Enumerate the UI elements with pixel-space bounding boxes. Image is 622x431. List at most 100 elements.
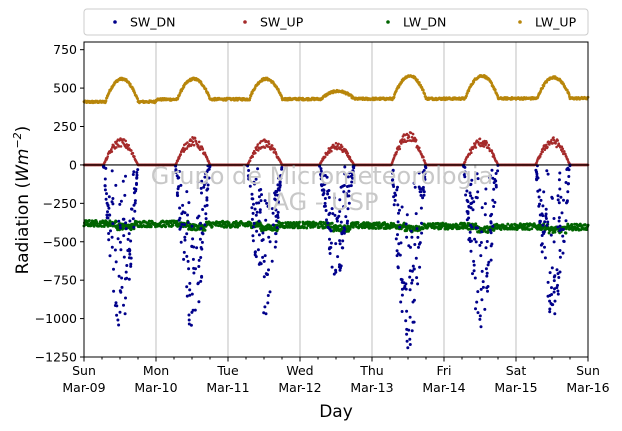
sw-dn-point <box>198 237 202 241</box>
sw-up-point <box>267 142 271 146</box>
sw-dn-point <box>197 265 201 268</box>
sw-dn-point <box>398 225 402 229</box>
x-axis-title: Day <box>319 402 353 422</box>
sw-dn-point <box>131 217 135 221</box>
sw-dn-point <box>483 202 487 206</box>
lw-dn-point <box>474 222 478 226</box>
sw-dn-point <box>489 258 493 262</box>
sw-dn-point <box>544 207 548 211</box>
sw-dn-point <box>261 231 265 235</box>
sw-up-point <box>110 150 114 153</box>
sw-dn-point <box>257 233 261 237</box>
sw-dn-point <box>396 220 400 224</box>
lw-up-point <box>182 85 186 89</box>
sw-dn-point <box>275 219 279 223</box>
sw-dn-point <box>549 302 553 305</box>
sw-dn-point <box>190 224 194 228</box>
sw-dn-point <box>567 175 571 178</box>
sw-up-point <box>398 145 401 148</box>
sw-dn-point <box>400 205 404 209</box>
sw-dn-point <box>549 233 553 237</box>
sw-up-point <box>133 155 136 158</box>
sw-dn-point <box>336 255 340 259</box>
sw-dn-point <box>484 246 488 250</box>
sw-dn-point <box>557 219 561 223</box>
sw-dn-point <box>410 329 414 333</box>
lw-dn-point <box>583 223 587 227</box>
y-tick-label: −500 <box>43 234 77 249</box>
sw-dn-point <box>537 195 541 199</box>
sw-dn-point <box>416 235 420 239</box>
sw-dn-point <box>114 260 118 264</box>
sw-dn-point <box>567 182 570 186</box>
sw-dn-point <box>566 166 570 170</box>
x-tick-label-date: Mar-10 <box>134 380 177 395</box>
sw-dn-point <box>489 214 493 218</box>
sw-dn-point <box>469 194 473 198</box>
lw-up-point <box>421 88 425 92</box>
lw-dn-point <box>547 231 551 235</box>
sw-dn-point <box>538 188 542 192</box>
sw-dn-point <box>328 237 331 241</box>
sw-up-point <box>127 143 130 147</box>
sw-dn-point <box>185 232 189 236</box>
sw-dn-point <box>334 242 338 246</box>
sw-dn-point <box>176 194 180 198</box>
sw-dn-point <box>127 232 131 236</box>
lw-up-point <box>567 93 571 96</box>
sw-dn-point <box>539 198 543 202</box>
sw-dn-point <box>474 240 478 244</box>
lw-up-point <box>204 87 208 91</box>
sw-dn-point <box>190 292 194 296</box>
sw-dn-point <box>273 245 277 249</box>
sw-dn-point <box>183 235 187 239</box>
sw-dn-point <box>128 248 132 252</box>
sw-up-point <box>485 141 489 144</box>
sw-up-point <box>179 153 182 156</box>
sw-dn-point <box>408 337 412 341</box>
sw-dn-point <box>179 240 183 244</box>
sw-dn-point <box>478 314 482 318</box>
y-tick-label: 0 <box>69 157 77 172</box>
lw-dn-point <box>135 220 139 224</box>
sw-dn-point <box>543 256 547 260</box>
lw-dn-point <box>323 225 327 229</box>
sw-up-point <box>395 150 399 154</box>
sw-dn-point <box>494 183 498 187</box>
sw-dn-point <box>250 206 254 210</box>
sw-dn-point <box>546 220 550 224</box>
sw-dn-point <box>411 264 415 268</box>
sw-dn-point <box>405 327 409 331</box>
lw-dn-point <box>203 228 207 232</box>
sw-dn-point <box>254 213 258 217</box>
sw-dn-point <box>180 222 184 226</box>
sw-dn-point <box>103 184 107 188</box>
sw-dn-point <box>562 198 565 202</box>
sw-dn-point <box>543 220 547 224</box>
sw-dn-point <box>115 313 119 317</box>
x-tick-label-day: Wed <box>286 363 313 378</box>
sw-dn-point <box>409 245 412 249</box>
sw-dn-point <box>329 229 333 233</box>
sw-dn-point <box>109 229 112 233</box>
sw-dn-point <box>396 233 399 237</box>
sw-dn-point <box>399 241 403 245</box>
lw-dn-point <box>149 225 153 229</box>
sw-dn-point <box>187 201 191 205</box>
x-tick-label-day: Sat <box>506 363 527 378</box>
sw-dn-point <box>542 190 546 194</box>
sw-dn-point <box>338 242 342 246</box>
lw-dn-point <box>499 228 503 231</box>
sw-dn-point <box>480 298 484 302</box>
sw-dn-point <box>133 199 137 203</box>
lw-dn-point <box>305 226 309 230</box>
sw-up-point <box>538 155 542 158</box>
sw-dn-point <box>472 259 476 263</box>
sw-dn-point <box>418 265 422 269</box>
sw-dn-point <box>544 212 548 216</box>
sw-dn-point <box>183 211 187 215</box>
sw-dn-point <box>472 263 476 267</box>
lw-dn-point <box>460 221 464 225</box>
sw-dn-point <box>107 238 111 242</box>
